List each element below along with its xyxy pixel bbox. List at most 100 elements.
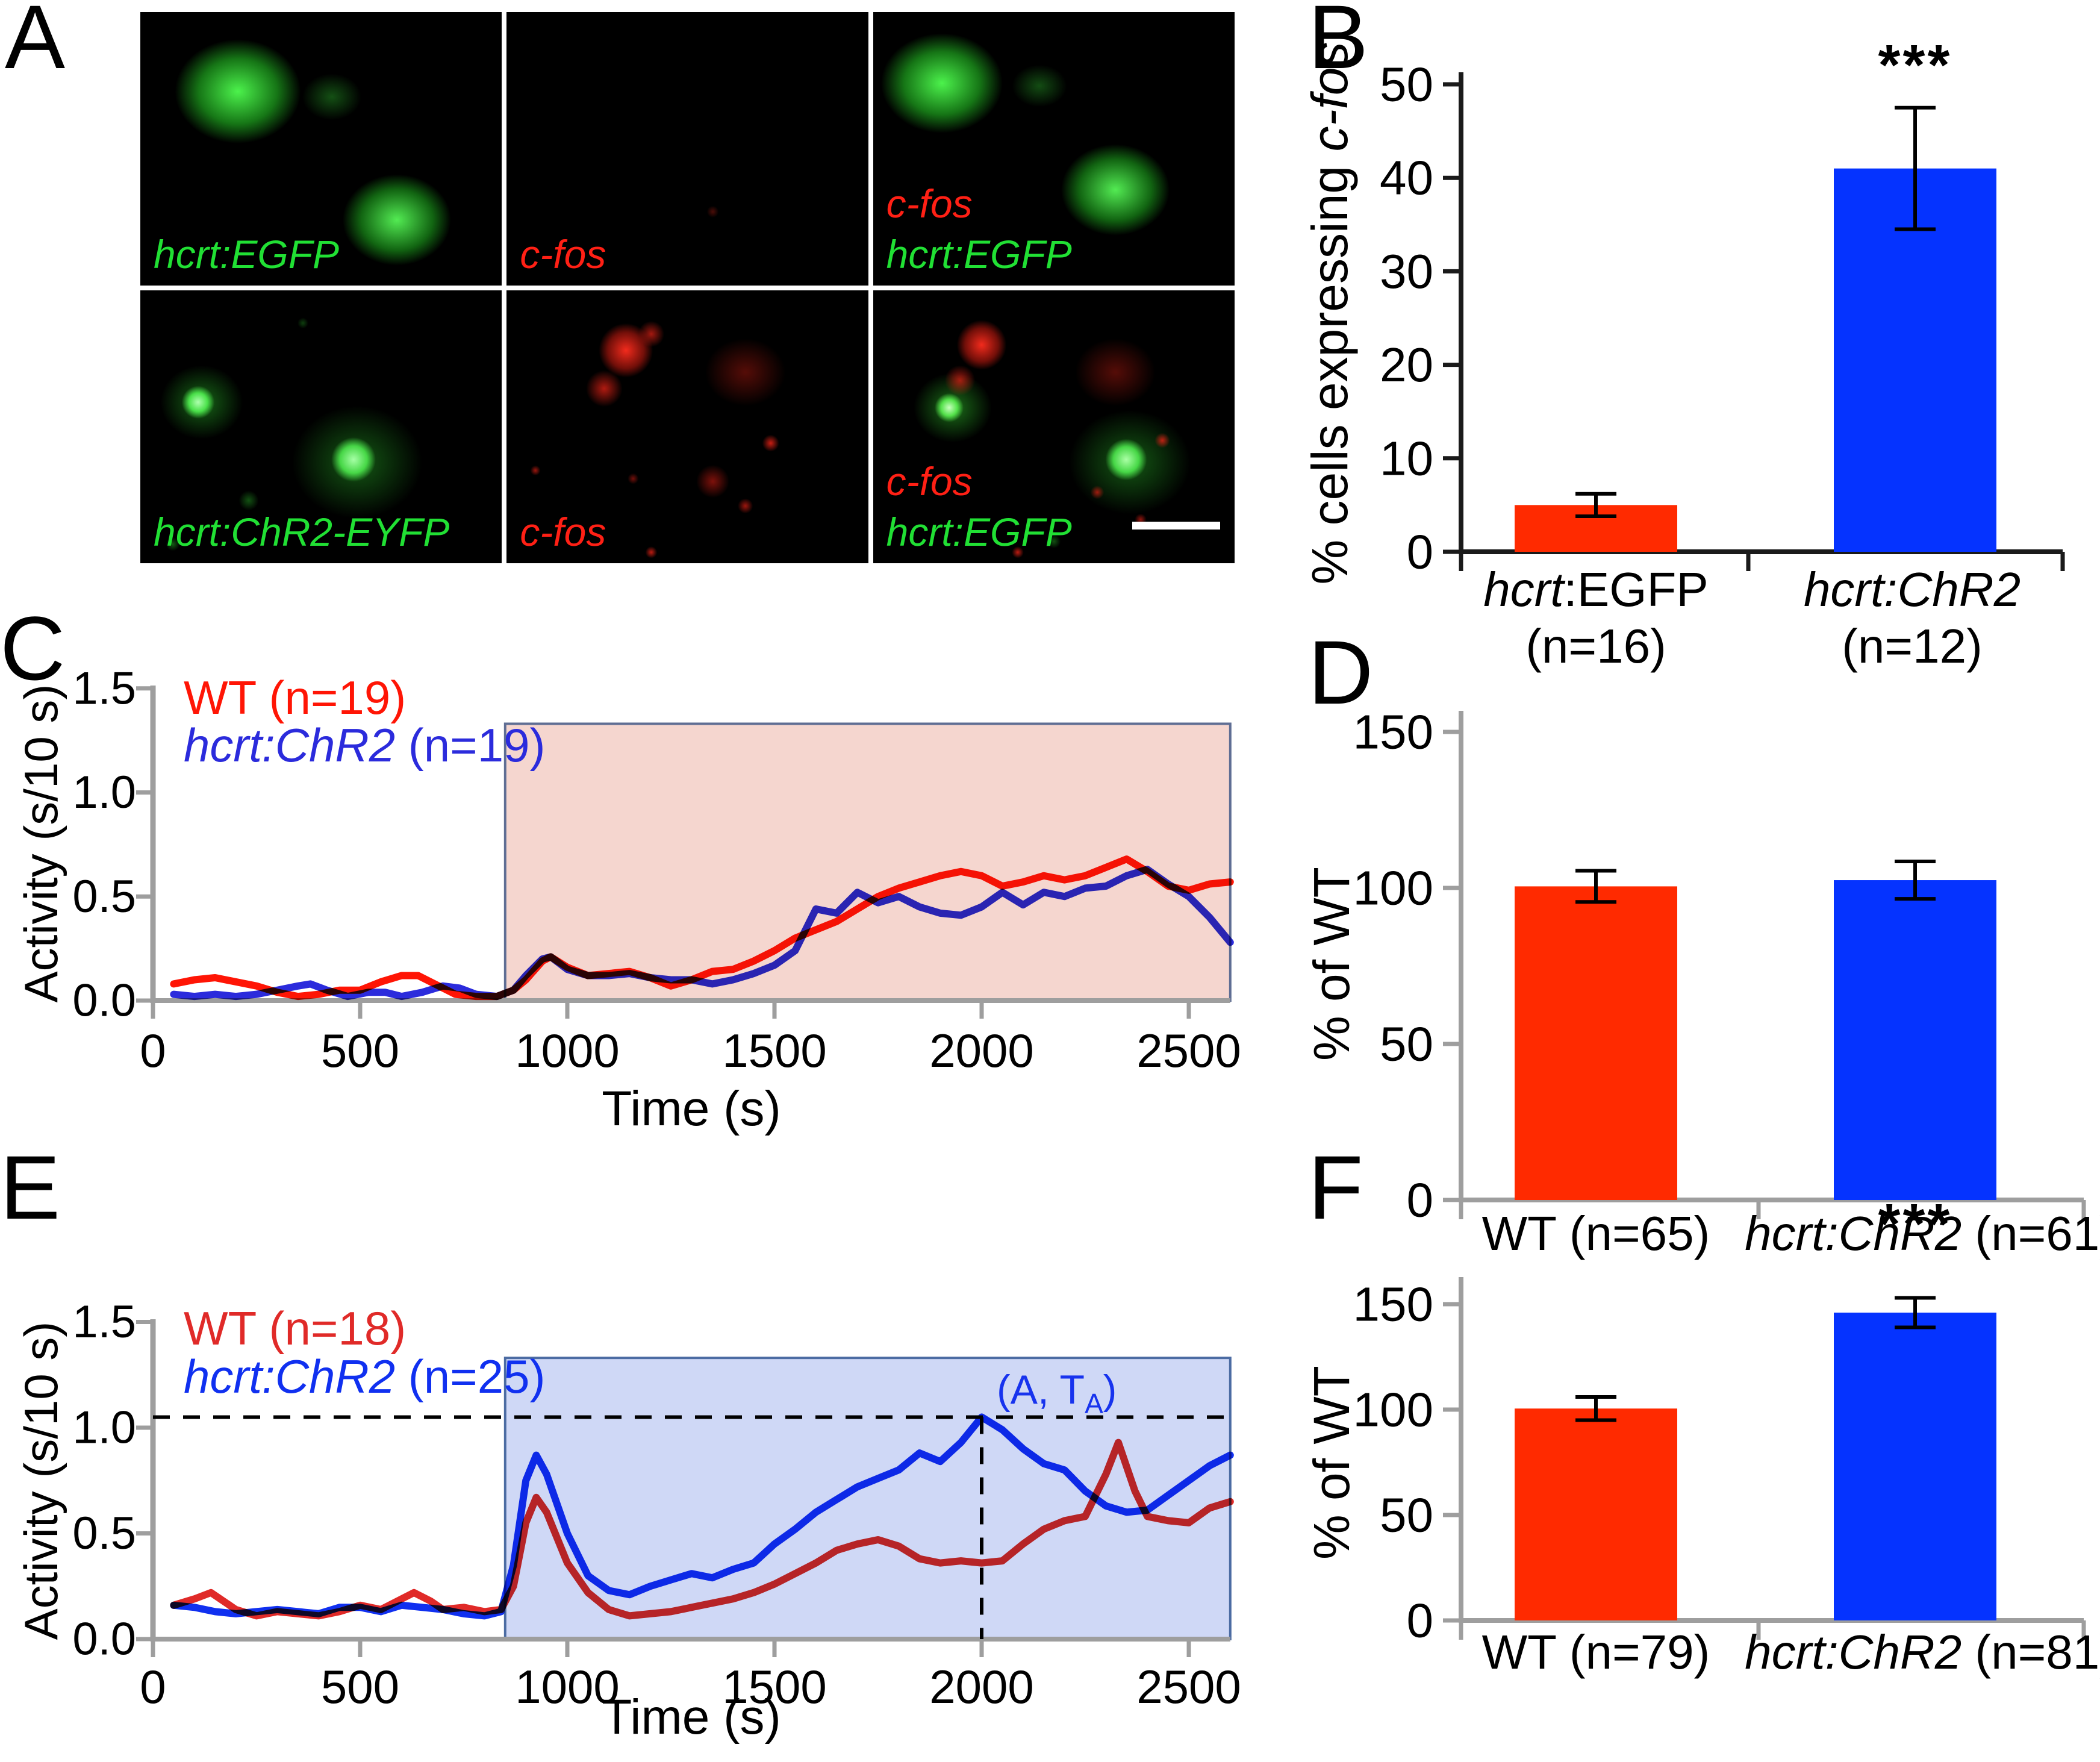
text-part: WT (n=65) <box>1482 1207 1710 1260</box>
peak-annotation: (A, TA) <box>997 1367 1117 1419</box>
bar <box>1834 1313 1996 1620</box>
x-tick-label: 2000 <box>929 1024 1034 1077</box>
x-tick-label: 0 <box>140 1660 166 1713</box>
panel-label-c: C <box>0 598 66 699</box>
y-axis-title: % of WT <box>1303 867 1360 1061</box>
scale-bar <box>1132 522 1220 530</box>
y-tick-label: 1.5 <box>72 663 136 714</box>
legend-entry: WT (n=19) <box>184 671 406 724</box>
panel-label-e: E <box>0 1137 61 1238</box>
micrograph-merge-bottom: c-fos hcrt:EGFP <box>873 290 1235 563</box>
text-part: (n=19) <box>395 719 545 772</box>
y-tick-label: 100 <box>1353 861 1433 915</box>
x-tick-label: 1500 <box>722 1660 827 1713</box>
y-tick-label: 30 <box>1380 245 1433 298</box>
y-axis-title: % cells expressing c-fos <box>1301 42 1358 585</box>
micrograph-label: c-fos <box>520 231 606 276</box>
y-tick-label: 40 <box>1380 151 1433 205</box>
category-label: hcrt:ChR2 (n=81) <box>1745 1625 2100 1679</box>
text-part: % cells expressing <box>1301 152 1358 585</box>
significance-stars: *** <box>1878 33 1952 97</box>
micrograph-hcrt-chr2-eyfp: hcrt:ChR2-EYFP <box>140 290 502 563</box>
y-tick-label: 0.5 <box>72 871 136 922</box>
chart-d: 0 50 100 150 % of WT WT (n=65) hcrt:ChR2 (n=61… <box>1303 705 2100 1261</box>
y-tick-label: 1.0 <box>72 1402 136 1454</box>
panel-a-image-grid: hcrt:EGFP c-fos c-fos hcrt:EGFP hcrt:ChR… <box>140 12 1235 563</box>
panel-label-f: F <box>1308 1137 1363 1238</box>
category-label: WT (n=79) <box>1482 1625 1710 1679</box>
y-tick-label: 50 <box>1380 1017 1433 1071</box>
ann-subscript: A <box>1085 1388 1103 1419</box>
text-part: WT (n=79) <box>1482 1625 1710 1679</box>
text-part: (n=61) <box>1961 1207 2100 1260</box>
x-tick-label: 500 <box>321 1660 399 1713</box>
x-tick-label: 1500 <box>722 1024 827 1077</box>
panel-label-b: B <box>1308 0 1369 87</box>
x-tick-label: 1000 <box>515 1024 620 1077</box>
legend-entry: hcrt:ChR2 (n=19) <box>184 719 545 772</box>
micrograph-label: hcrt:EGFP <box>154 231 340 276</box>
category-label: (n=16) <box>1525 619 1666 673</box>
y-tick-label: 20 <box>1380 338 1433 392</box>
y-tick-label: 10 <box>1380 431 1433 485</box>
micrograph-label: hcrt:ChR2-EYFP <box>154 510 450 554</box>
stimulus-shade <box>505 1358 1230 1639</box>
bar <box>1834 168 1996 552</box>
y-tick-label: 150 <box>1353 705 1433 759</box>
category-label: WT (n=65) <box>1482 1207 1710 1260</box>
text-part: (n=81) <box>1961 1625 2100 1679</box>
y-tick-label: 0 <box>1407 525 1434 579</box>
y-tick-label: 100 <box>1353 1383 1433 1437</box>
ann-pre: (A, T <box>997 1367 1085 1413</box>
significance-stars: *** <box>1878 1192 1952 1256</box>
y-axis-title: % of WT <box>1303 1366 1360 1560</box>
x-tick-label: 0 <box>140 1024 166 1077</box>
micrograph-label: c-fos <box>520 510 606 554</box>
micrograph-label: c-fos <box>886 181 973 226</box>
category-label: (n=12) <box>1842 619 1982 673</box>
micrograph-merge-top: c-fos hcrt:EGFP <box>873 12 1235 286</box>
y-axis-title: Activity (s/10 s) <box>14 1322 67 1640</box>
text-part: WT (n=18) <box>184 1302 406 1355</box>
series-hcrt-chr2 <box>170 1413 1234 1620</box>
category-label: hcrt:EGFP <box>1483 563 1708 616</box>
text-part: hcrt:ChR2 <box>184 719 395 772</box>
y-axis-title: Activity (s/10 s) <box>14 684 67 1003</box>
y-tick-label: 0.0 <box>72 1614 136 1665</box>
y-tick-label: 1.5 <box>72 1296 136 1348</box>
chart-c: 0.0 0.5 1.0 1.5 0 500 1000 1500 2000 2500 Time (s)… <box>14 663 1241 1136</box>
x-tick-label: 1000 <box>515 1660 620 1713</box>
bar <box>1515 1408 1677 1620</box>
bar <box>1834 880 1996 1200</box>
chart-b: 0 10 20 30 40 50 % cells expressing c-fos hcrt:… <box>1301 33 2065 673</box>
text-part: hcrt:ChR2 <box>1804 563 2021 616</box>
text-part: (n=25) <box>395 1350 545 1403</box>
text-part: hcrt <box>1483 563 1565 616</box>
text-part: hcrt:ChR2 <box>1745 1207 1961 1260</box>
micrograph-label: hcrt:EGFP <box>886 231 1072 276</box>
y-tick-label: 0 <box>1407 1594 1434 1648</box>
series-hcrt-chr2 <box>170 866 1234 1001</box>
y-tick-label: 1.0 <box>72 767 136 818</box>
bar <box>1515 886 1677 1200</box>
x-tick-label: 2000 <box>929 1660 1034 1713</box>
y-tick-label: 150 <box>1353 1278 1433 1331</box>
ann-post: ) <box>1103 1367 1117 1413</box>
panel-label-a: A <box>5 0 66 87</box>
micrograph-hcrt-egfp: hcrt:EGFP <box>140 12 502 286</box>
panel-label-d: D <box>1308 622 1374 723</box>
x-tick-label: 2500 <box>1136 1660 1241 1713</box>
micrograph-label: hcrt:EGFP <box>886 510 1072 554</box>
y-tick-label: 50 <box>1380 58 1433 111</box>
category-label: hcrt:ChR2 <box>1804 563 2021 616</box>
x-axis-title: Time (s) <box>602 1081 781 1136</box>
text-part: c-fos <box>1301 42 1358 152</box>
text-part: hcrt:ChR2 <box>184 1350 395 1403</box>
micrograph-cfos-stimulated: c-fos <box>506 290 868 563</box>
text-part: (n=16) <box>1525 619 1666 673</box>
y-tick-label: 0.5 <box>72 1508 136 1559</box>
micrograph-label: c-fos <box>886 459 973 504</box>
